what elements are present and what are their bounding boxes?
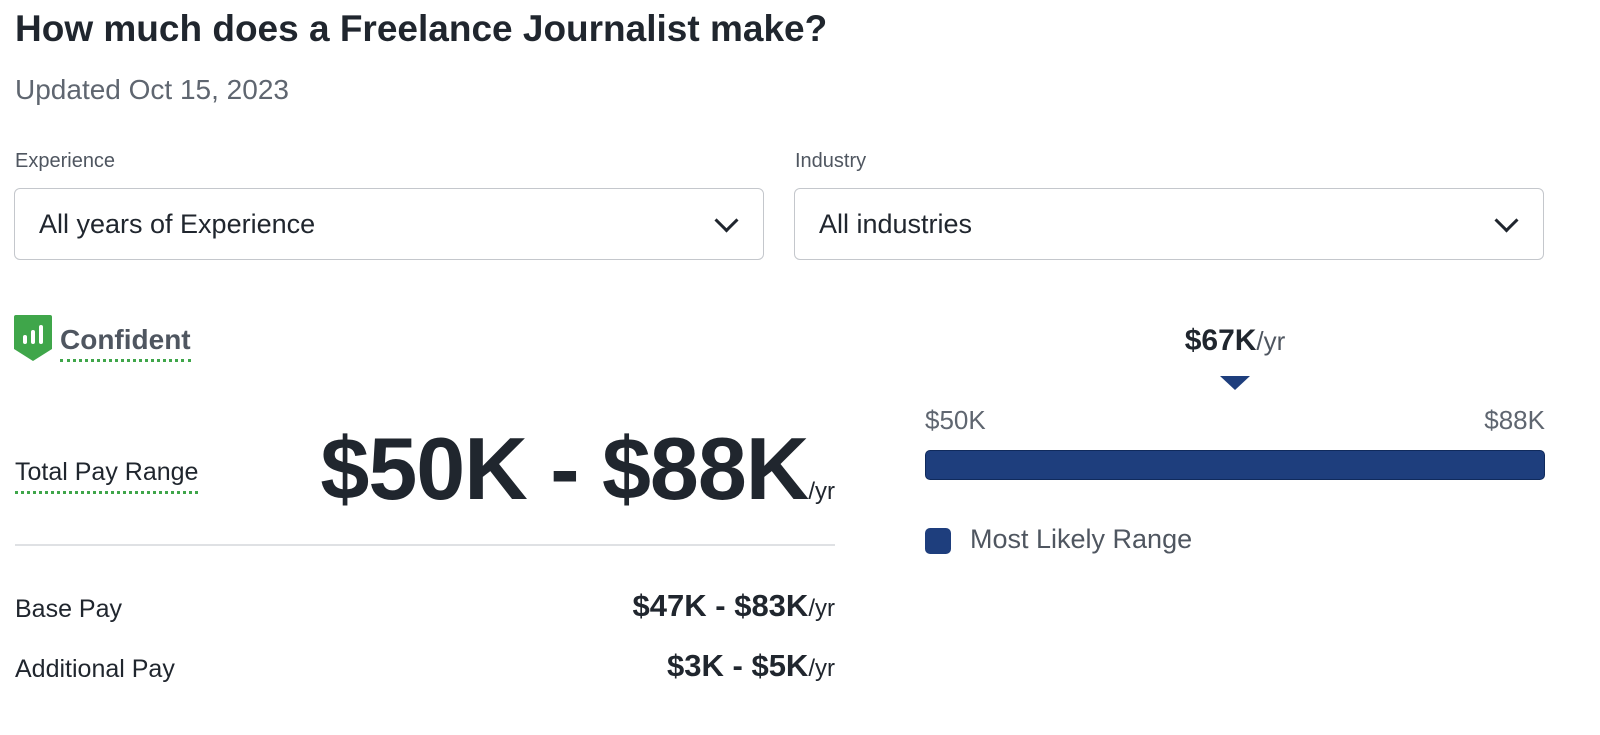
median-value: $67K	[1184, 324, 1257, 357]
confidence-label[interactable]: Confident	[60, 324, 191, 362]
unit: /yr	[1256, 326, 1286, 356]
median-marker	[1220, 376, 1250, 390]
range-min-label: $50K	[925, 405, 986, 435]
chevron-down-icon	[1494, 207, 1519, 233]
base-pay-label: Base Pay	[15, 595, 123, 623]
industry-select[interactable]: All industries	[794, 188, 1544, 260]
shield-bar-chart-icon	[14, 315, 52, 361]
experience-label: Experience	[15, 150, 116, 172]
base-pay-value: $47K - $83K/yr	[633, 588, 835, 624]
additional-pay-range: $3K - $5K	[667, 648, 809, 683]
unit: /yr	[808, 478, 835, 505]
most-likely-range-bar	[925, 450, 1545, 480]
total-pay-range: $50K - $88K	[320, 419, 809, 518]
additional-pay-label: Additional Pay	[15, 655, 175, 683]
experience-value: All years of Experience	[39, 208, 316, 239]
base-pay-range: $47K - $83K	[632, 588, 809, 623]
page-title: How much does a Freelance Journalist mak…	[15, 8, 828, 49]
legend-label: Most Likely Range	[970, 524, 1193, 554]
range-max-label: $88K	[1484, 405, 1545, 435]
industry-value: All industries	[819, 208, 973, 239]
updated-date: Updated Oct 15, 2023	[15, 74, 289, 105]
additional-pay-value: $3K - $5K/yr	[667, 648, 835, 684]
divider	[15, 544, 835, 546]
legend-swatch	[925, 528, 951, 554]
unit: /yr	[808, 595, 835, 622]
total-pay-label[interactable]: Total Pay Range	[15, 458, 199, 494]
industry-label: Industry	[795, 150, 867, 172]
experience-select[interactable]: All years of Experience	[14, 188, 764, 260]
chevron-down-icon	[714, 207, 739, 233]
unit: /yr	[808, 655, 835, 682]
median-pay-label: $67K/yr	[1185, 324, 1286, 358]
total-pay-value: $50K - $88K/yr	[320, 418, 835, 520]
